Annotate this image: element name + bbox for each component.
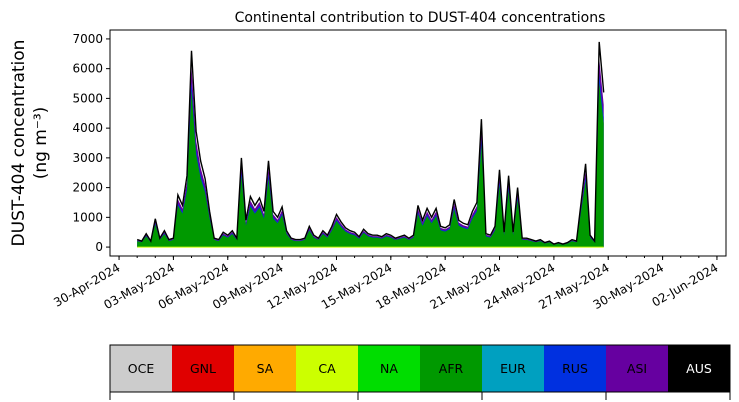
legend-label-afr: AFR [439, 361, 464, 376]
legend-swatch-gnl [172, 345, 234, 392]
legend-label-aus: AUS [686, 361, 712, 376]
legend-swatch-sa [234, 345, 296, 392]
region-legend-colorbar: OCE GNL SA CA NA AFR EUR RUS ASI AUS [109, 344, 731, 400]
plot-frame [109, 29, 727, 257]
legend-label-rus: RUS [562, 361, 588, 376]
area-layers [136, 41, 605, 248]
y-tick-label: 3000 [72, 151, 103, 165]
legend-swatch-eur [482, 345, 544, 392]
y-tick-label: 1000 [72, 210, 103, 224]
legend-label-sa: SA [257, 361, 274, 376]
y-tick-label: 7000 [72, 32, 103, 46]
legend-swatch-asi [606, 345, 668, 392]
legend-swatch-oce [110, 345, 172, 392]
y-tick-label: 5000 [72, 91, 103, 105]
y-axis-label-line1: DUST-404 concentration [9, 40, 29, 247]
chart-title: Continental contribution to DUST-404 con… [235, 10, 606, 26]
legend-swatch-aus [668, 345, 730, 392]
legend-label-na: NA [380, 361, 398, 376]
legend-label-eur: EUR [500, 361, 526, 376]
area-layer-2 [137, 82, 604, 248]
y-tick-label: 2000 [72, 181, 103, 195]
y-axis-label: DUST-404 concentration (ng m⁻³) [9, 40, 51, 247]
legend-swatch-na [358, 345, 420, 392]
legend-label-ca: CA [318, 361, 336, 376]
legend-swatch-ca [296, 345, 358, 392]
legend-swatch-afr [420, 345, 482, 392]
y-tick-label: 6000 [72, 62, 103, 76]
legend-label-oce: OCE [128, 361, 155, 376]
y-axis-label-line2: (ng m⁻³) [31, 107, 51, 180]
legend-label-asi: ASI [627, 361, 647, 376]
total-line [136, 41, 605, 245]
legend-label-gnl: GNL [190, 361, 216, 376]
y-tick-label: 0 [95, 240, 103, 254]
legend-swatch-rus [544, 345, 606, 392]
x-axis: 30-Apr-202403-May-202406-May-202409-May-… [51, 256, 720, 312]
y-tick-label: 4000 [72, 121, 103, 135]
legend-frame [109, 344, 731, 393]
y-axis: 0 1000 2000 3000 4000 5000 6000 7000 [72, 32, 110, 254]
